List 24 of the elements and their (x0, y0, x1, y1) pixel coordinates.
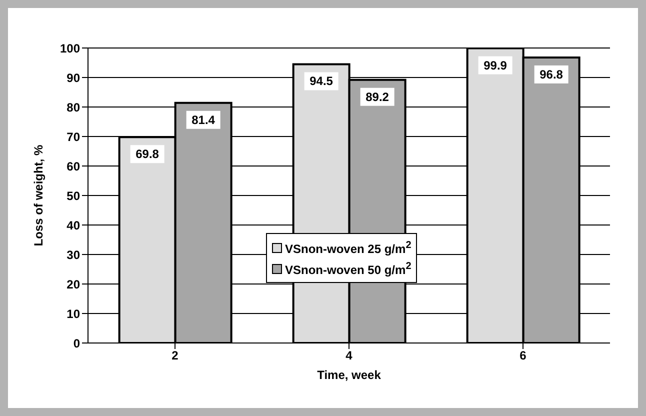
y-tick-label: 70 (66, 130, 80, 144)
data-label: 96.8 (540, 67, 564, 82)
y-tick-label: 0 (73, 336, 80, 350)
y-tick-label: 20 (66, 277, 80, 292)
data-label: 81.4 (192, 112, 216, 127)
x-tick-label: 2 (172, 348, 179, 363)
x-tick-label: 6 (520, 348, 527, 363)
y-tick-label: 80 (66, 100, 80, 114)
data-label: 99.9 (484, 58, 508, 72)
data-label: 69.8 (136, 147, 160, 162)
y-tick-label: 30 (66, 248, 80, 262)
y-tick-label: 10 (66, 306, 80, 321)
y-tick-label: 50 (66, 188, 80, 203)
data-label: 89.2 (366, 90, 390, 104)
data-label: 94.5 (310, 74, 334, 88)
x-axis-title: Time, week (317, 368, 382, 382)
y-tick-label: 90 (66, 70, 80, 85)
x-tick-label: 4 (346, 348, 353, 363)
y-tick-label: 100 (60, 41, 80, 56)
y-tick-label: 40 (66, 218, 80, 232)
y-axis-title: Loss of weight, % (31, 144, 46, 246)
legend-label: VSnon-woven 50 g/m$^{2}$ (285, 260, 412, 279)
legend-label: VSnon-woven 25 g/m$^{2}$ (285, 239, 412, 258)
y-tick-label: 60 (66, 159, 80, 174)
